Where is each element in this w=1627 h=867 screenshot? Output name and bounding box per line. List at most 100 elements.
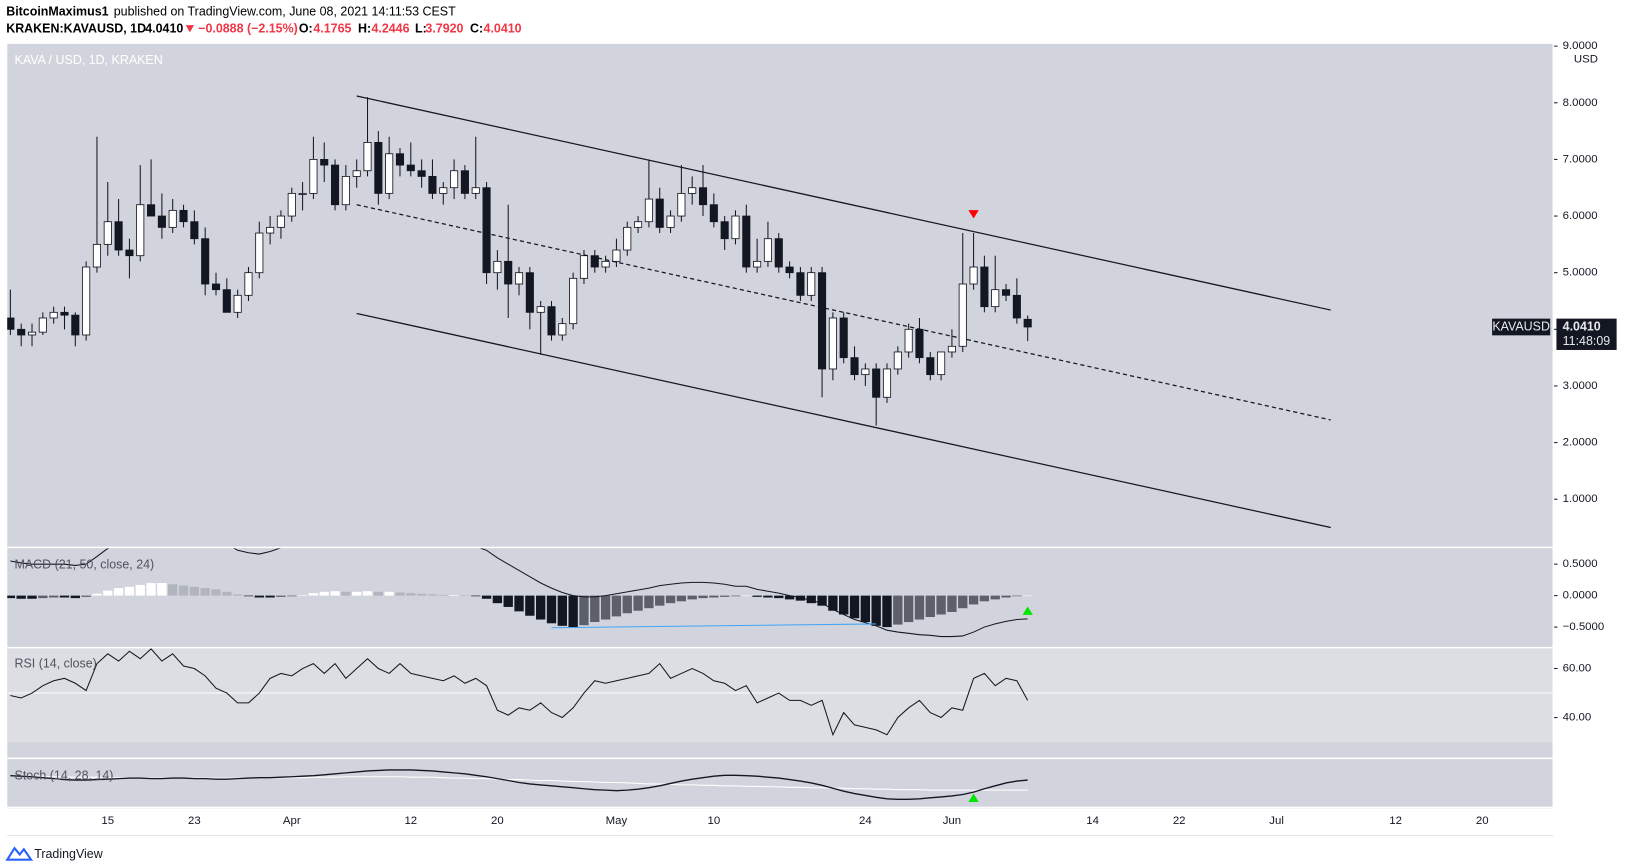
- x-tick-label: 24: [859, 815, 872, 827]
- candle-body: [201, 238, 210, 285]
- macd-histogram-bar: [893, 595, 903, 625]
- candle-body: [980, 266, 989, 308]
- candle-body: [655, 198, 664, 228]
- macd-histogram-bar: [27, 595, 37, 599]
- macd-histogram-bar: [676, 595, 687, 602]
- x-tick-label: 15: [101, 815, 114, 827]
- y-tick-label: 8.0000: [1563, 97, 1598, 109]
- macd-histogram-bar: [135, 584, 145, 596]
- macd-histogram-bar: [92, 593, 102, 596]
- macd-histogram-bar: [968, 595, 979, 605]
- candle-body: [255, 232, 264, 274]
- candle-body: [211, 283, 221, 291]
- pane-title: MACD (21, 50, close, 24): [15, 557, 155, 571]
- candle-body: [406, 164, 415, 172]
- candle-body: [114, 221, 123, 251]
- candle-body: [828, 317, 837, 370]
- candle-body: [60, 311, 69, 316]
- macd-histogram-bar: [460, 595, 470, 597]
- candle-body: [244, 272, 253, 296]
- pane-title: RSI (14, close): [15, 657, 97, 671]
- candle-body: [785, 266, 794, 274]
- macd-histogram-bar: [763, 595, 773, 598]
- symbol: KRAKEN:KAVAUSD, 1D: [6, 22, 146, 36]
- x-tick-label: May: [606, 815, 628, 827]
- candle-body: [882, 368, 892, 398]
- macd-histogram-bar: [665, 595, 676, 604]
- high-value: 4.2446: [371, 22, 409, 36]
- brand: TradingView: [34, 847, 103, 861]
- candle-body: [698, 187, 708, 206]
- macd-histogram-bar: [16, 595, 26, 599]
- macd-histogram-bar: [1023, 595, 1033, 597]
- macd-histogram-bar: [352, 591, 362, 596]
- y-tick-label: 1.0000: [1563, 493, 1598, 505]
- candle-body: [374, 141, 383, 194]
- macd-histogram-bar: [741, 595, 751, 597]
- candle-body: [125, 249, 134, 257]
- candle-body: [450, 170, 459, 189]
- macd-histogram-bar: [817, 595, 827, 606]
- macd-histogram-bar: [936, 595, 946, 615]
- macd: [7, 548, 1033, 638]
- x-tick-label: 22: [1173, 815, 1186, 827]
- author: BitcoinMaximus1: [6, 5, 108, 19]
- candle-body: [266, 226, 275, 234]
- candle-body: [709, 204, 718, 223]
- candle-body: [17, 328, 26, 336]
- macd-histogram-bar: [903, 595, 914, 623]
- candle-body: [190, 221, 199, 240]
- macd-histogram-bar: [265, 595, 275, 598]
- candle-body: [38, 317, 47, 333]
- stochastic: [10, 769, 1028, 803]
- candle-body: [569, 277, 578, 325]
- candle-body: [363, 141, 372, 172]
- macd-histogram-bar: [784, 595, 795, 600]
- macd-histogram-bar: [914, 595, 925, 620]
- macd-histogram-bar: [384, 591, 394, 596]
- candle-body: [71, 314, 80, 336]
- candle-body: [287, 192, 296, 217]
- candle-body: [276, 215, 285, 228]
- macd-histogram-bar: [178, 585, 189, 596]
- y-tick-label: 0.5000: [1563, 558, 1598, 570]
- candle-body: [753, 260, 762, 268]
- candle-body: [893, 351, 902, 370]
- candle-body: [136, 204, 145, 257]
- candle-body: [460, 170, 469, 194]
- price-label-box: [1556, 318, 1617, 350]
- macd-histogram-bar: [211, 589, 221, 596]
- macd-histogram-bar: [449, 594, 459, 596]
- macd-histogram-bar: [254, 595, 264, 598]
- macd-histogram-bar: [168, 584, 178, 596]
- candle-body: [147, 204, 156, 217]
- candle-body: [504, 260, 513, 285]
- y-tick-label: 40.00: [1563, 712, 1592, 724]
- macd-histogram-bar: [633, 595, 643, 611]
- macd-histogram-bar: [579, 595, 589, 626]
- candle-body: [82, 266, 91, 336]
- x-tick-label: Jul: [1269, 815, 1284, 827]
- candle-body: [514, 272, 524, 285]
- logo-icon: [5, 846, 34, 861]
- macd-histogram-bar: [698, 595, 708, 599]
- x-tick-label: 23: [188, 815, 201, 827]
- macd-histogram-bar: [7, 595, 16, 599]
- price-label-countdown: 11:48:09: [1563, 334, 1611, 348]
- macd-histogram-bar: [644, 595, 654, 609]
- y-tick-label: 60.00: [1563, 663, 1592, 675]
- candle-body: [839, 317, 848, 359]
- macd-histogram-bar: [319, 591, 329, 596]
- macd-histogram-bar: [719, 595, 730, 597]
- candle-body: [666, 215, 675, 228]
- candle-body: [926, 357, 935, 376]
- macd-histogram-bar: [113, 588, 124, 596]
- candle-body: [991, 289, 1000, 308]
- candle-body: [7, 317, 15, 330]
- trendline: [356, 204, 1331, 421]
- candle-body: [103, 221, 112, 245]
- macd-histogram-bar: [806, 595, 816, 604]
- candle-body: [579, 255, 589, 279]
- candle-body: [947, 345, 956, 353]
- y-tick-label: −0.5000: [1563, 621, 1605, 633]
